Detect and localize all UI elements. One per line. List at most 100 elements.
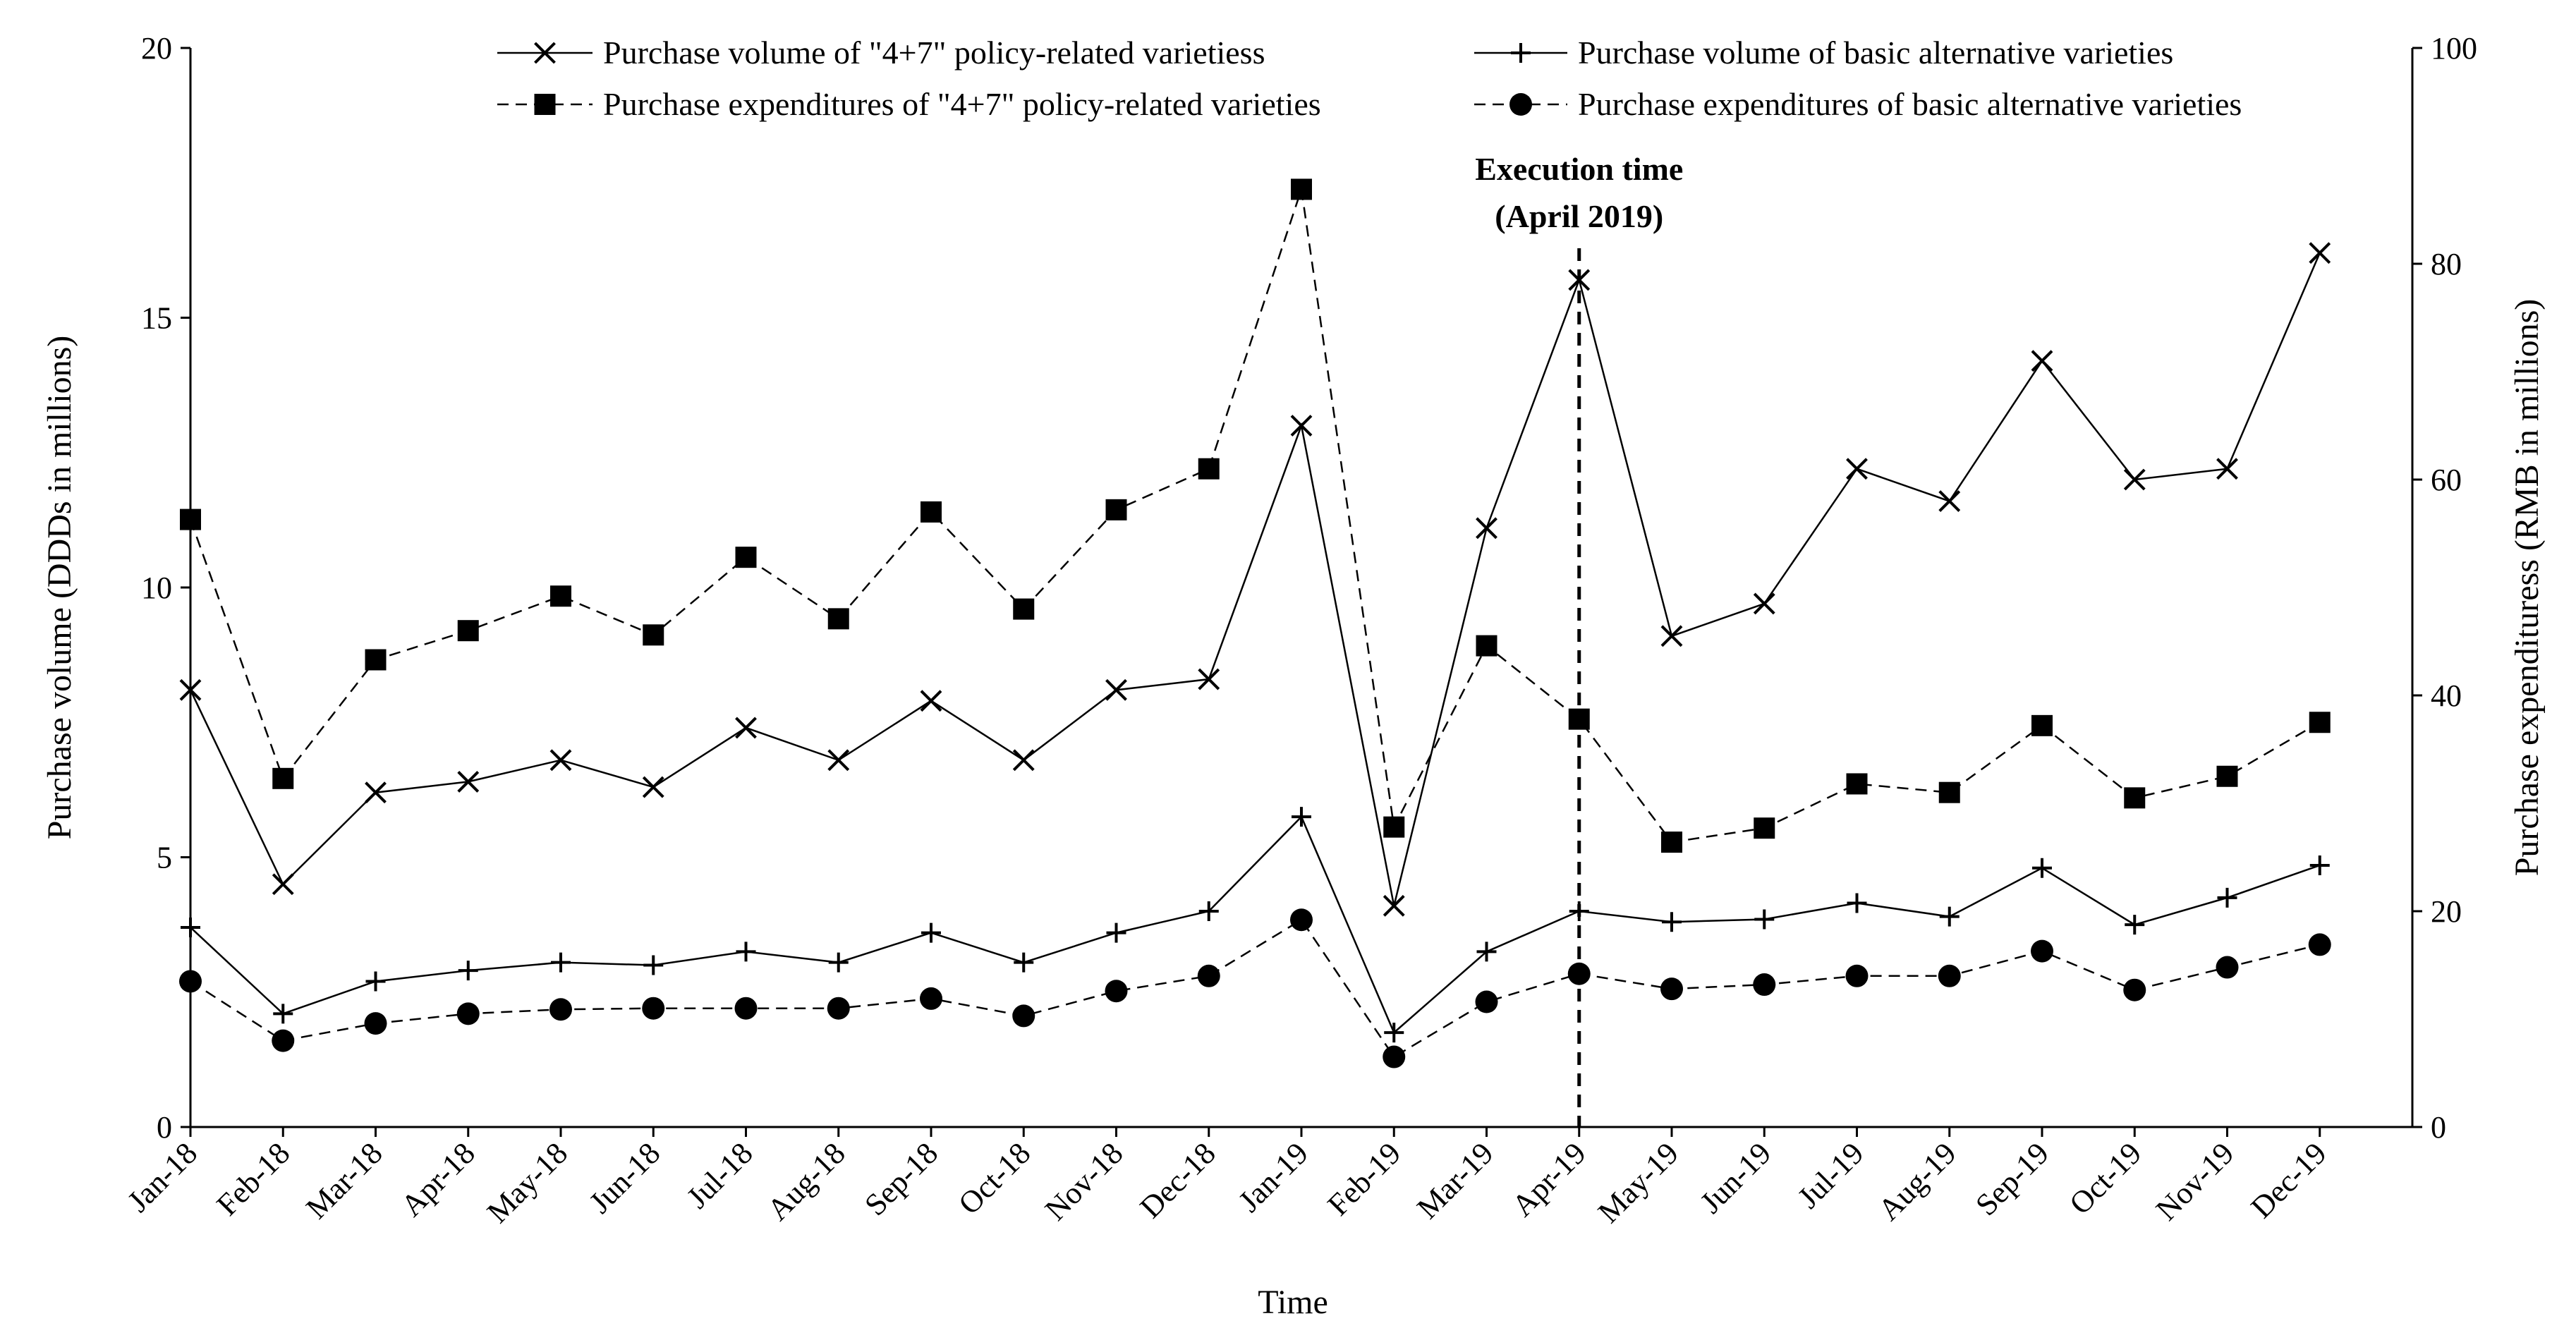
plus-marker xyxy=(1198,901,1219,921)
square-marker xyxy=(2309,712,2331,733)
legend-entry-expenditure-basic: Purchase expenditures of basic alternati… xyxy=(1474,86,2242,122)
plus-marker xyxy=(1106,922,1126,943)
x-tick-label: Nov-18 xyxy=(1038,1135,1130,1227)
x-marker xyxy=(1012,749,1035,772)
square-marker xyxy=(827,608,849,630)
plus-marker xyxy=(828,952,849,973)
x-marker xyxy=(2123,468,2146,491)
x-marker xyxy=(1568,269,1591,291)
x-marker xyxy=(179,678,202,701)
right-y-tick-label: 80 xyxy=(2431,247,2462,281)
circle-marker xyxy=(2031,939,2053,963)
x-tick-label: Oct-18 xyxy=(952,1135,1037,1221)
x-axis-title: Time xyxy=(1258,1284,1328,1321)
plus-marker xyxy=(458,961,478,981)
circle-marker xyxy=(642,997,665,1020)
legend-entry-expenditure-policy: Purchase expenditures of "4+7" policy-re… xyxy=(497,86,1321,122)
legend-label: Purchase volume of "4+7" policy-related … xyxy=(603,35,1265,71)
square-marker xyxy=(2124,787,2146,809)
circle-marker xyxy=(1383,1045,1406,1068)
x-marker xyxy=(735,717,757,739)
left-y-axis-title: Purchase volume (DDDs in millions) xyxy=(41,336,78,840)
x-marker xyxy=(642,776,664,798)
series xyxy=(179,178,2331,1068)
square-marker xyxy=(1291,178,1312,200)
plus-marker xyxy=(2125,915,2145,935)
legend-entry-volume-policy: Purchase volume of "4+7" policy-related … xyxy=(497,35,1265,71)
square-marker xyxy=(272,767,294,789)
square-marker xyxy=(1198,458,1220,480)
plus-marker xyxy=(273,1004,293,1024)
x-tick-label: Jul-19 xyxy=(1791,1135,1870,1214)
left-y-tick-label: 10 xyxy=(141,571,172,605)
series-2 xyxy=(180,178,2331,853)
circle-marker xyxy=(920,987,942,1010)
x-tick-label: Jan-19 xyxy=(1232,1135,1315,1219)
x-tick-label: Jul-18 xyxy=(680,1135,759,1214)
plus-marker xyxy=(1939,906,1960,927)
x-marker xyxy=(1105,678,1127,701)
circle-marker xyxy=(272,1029,295,1052)
x-tick-label: Feb-19 xyxy=(1321,1135,1408,1222)
circle-marker xyxy=(827,997,850,1020)
x-marker xyxy=(549,749,572,772)
x-marker xyxy=(272,873,294,896)
circle-marker xyxy=(179,970,202,993)
x-marker xyxy=(365,781,387,804)
right-y-tick-label: 60 xyxy=(2431,463,2462,497)
circle-marker xyxy=(2216,956,2239,979)
circle-marker xyxy=(2123,978,2146,1001)
circle-marker xyxy=(364,1012,387,1035)
x-marker xyxy=(920,690,942,712)
x-tick-label: Sep-19 xyxy=(1969,1135,2055,1222)
circle-marker xyxy=(1938,964,1961,987)
circle-marker xyxy=(1660,977,1683,1001)
plus-marker xyxy=(181,917,200,937)
circle-marker xyxy=(1012,1004,1035,1028)
x-tick-label: Sep-18 xyxy=(858,1135,944,1222)
x-marker xyxy=(1476,517,1497,540)
circle-marker xyxy=(1475,990,1498,1013)
square-marker xyxy=(1661,832,1682,853)
square-marker xyxy=(1383,816,1405,838)
left-y-tick-label: 0 xyxy=(157,1110,172,1145)
plus-marker xyxy=(1569,901,1589,921)
x-tick-label: Aug-18 xyxy=(760,1135,852,1227)
x-tick-label: Jun-19 xyxy=(1694,1135,1778,1219)
legend-entry-volume-basic: Purchase volume of basic alternative var… xyxy=(1474,35,2173,71)
square-marker xyxy=(1846,773,1868,795)
plus-marker xyxy=(1476,942,1497,962)
square-marker xyxy=(1568,708,1590,730)
circle-marker xyxy=(734,997,758,1020)
square-marker xyxy=(1754,817,1775,839)
legend-label: Purchase volume of basic alternative var… xyxy=(1578,35,2173,71)
circle-marker xyxy=(1197,964,1220,987)
circle-marker xyxy=(1509,93,1532,116)
x-tick-label: Dec-18 xyxy=(1134,1135,1222,1224)
circle-marker xyxy=(1290,908,1313,932)
plus-marker xyxy=(365,971,386,992)
x-tick-label: Nov-19 xyxy=(2149,1135,2241,1227)
square-marker xyxy=(2031,714,2053,736)
execution-time-annotation: Execution time (April 2019) xyxy=(1475,151,1683,1127)
series-line xyxy=(189,252,2321,906)
x-marker xyxy=(1753,592,1775,615)
plus-marker xyxy=(2032,858,2052,878)
circle-marker xyxy=(1105,980,1128,1003)
circle-marker xyxy=(1567,962,1591,985)
x-tick-label: Jan-18 xyxy=(121,1135,204,1219)
x-marker xyxy=(457,770,480,793)
square-marker xyxy=(643,624,664,646)
x-tick-label: May-19 xyxy=(1591,1135,1685,1229)
square-marker xyxy=(921,501,942,523)
square-marker xyxy=(365,649,387,671)
square-marker xyxy=(1476,635,1497,657)
plus-marker xyxy=(643,955,664,975)
series-line xyxy=(190,815,2321,1035)
square-marker xyxy=(550,585,571,607)
legend-label: Purchase expenditures of basic alternati… xyxy=(1578,86,2242,122)
x-tick-label: Dec-19 xyxy=(2244,1135,2333,1224)
x-marker xyxy=(827,749,850,772)
square-marker xyxy=(1105,499,1127,520)
